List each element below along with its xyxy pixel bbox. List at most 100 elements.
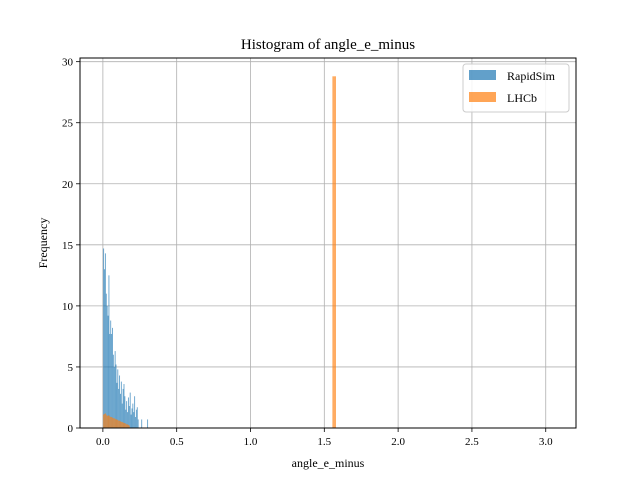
bar-rapidsim	[115, 364, 117, 428]
bar-lhcb	[334, 76, 336, 428]
bar-lhcb	[116, 419, 118, 428]
bar-lhcb	[106, 415, 108, 428]
legend-swatch-rapidsim	[469, 70, 496, 80]
x-tick-label: 2.0	[391, 436, 405, 448]
bar-rapidsim	[132, 403, 134, 428]
axis-ticks: 0.0 0.5 1.0 1.5 2.0 2.5 3.0 0 5 10 15 20 25 30	[62, 57, 553, 448]
bar-lhcb	[113, 418, 115, 428]
bar-rapidsim	[105, 293, 107, 428]
bar-lhcb	[110, 417, 112, 428]
bar-lhcb	[122, 422, 124, 428]
y-tick-label: 10	[62, 301, 74, 313]
x-tick-label: 1.5	[317, 436, 331, 448]
bar-rapidsim	[134, 396, 136, 428]
bar-rapidsim	[108, 275, 110, 428]
bar-lhcb	[112, 417, 113, 428]
bar-rapidsim	[104, 269, 105, 428]
bar-lhcb	[108, 415, 110, 428]
bar-lhcb	[119, 420, 121, 428]
bar-rapidsim	[120, 381, 122, 428]
axes-frame	[79, 57, 577, 429]
bar-rapidsim	[135, 417, 136, 428]
bar-rapidsim	[135, 409, 137, 428]
legend-label-rapidsim: RapidSim	[507, 69, 556, 83]
bar-rapidsim	[117, 369, 119, 428]
bar-rapidsim	[103, 248, 105, 428]
y-tick-label: 5	[68, 362, 74, 374]
bar-rapidsim	[129, 392, 131, 428]
y-tick-label: 15	[62, 240, 74, 252]
y-tick-label: 30	[62, 57, 74, 69]
bar-lhcb	[112, 418, 114, 428]
bar-rapidsim	[114, 351, 116, 428]
bar-rapidsim	[124, 396, 126, 428]
legend-swatch-lhcb	[469, 92, 496, 102]
bar-rapidsim	[128, 406, 130, 428]
bar-rapidsim	[118, 388, 120, 428]
bar-lhcb	[103, 414, 105, 428]
bar-rapidsim	[107, 315, 109, 428]
bar-lhcb	[333, 76, 335, 428]
bar-lhcb	[115, 419, 117, 428]
bar-rapidsim	[126, 401, 128, 428]
bar-rapidsim	[125, 409, 127, 428]
bar-rapidsim	[147, 419, 149, 428]
bar-rapidsim	[106, 305, 108, 428]
x-tick-label: 1.0	[244, 436, 258, 448]
bar-rapidsim	[131, 408, 133, 428]
bar-rapidsim	[104, 253, 106, 428]
legend: RapidSim LHCb	[462, 63, 570, 113]
bar-rapidsim	[120, 393, 121, 428]
y-tick-label: 0	[68, 423, 74, 435]
bar-rapidsim	[113, 366, 115, 428]
bar-lhcb	[128, 425, 130, 428]
bar-lhcb	[104, 413, 105, 428]
bar-lhcb	[109, 416, 111, 428]
chart-title: Histogram of angle_e_minus	[241, 37, 415, 53]
bar-lhcb	[127, 424, 129, 428]
bar-rapidsim	[112, 327, 113, 428]
histogram-bars	[103, 76, 336, 428]
bar-rapidsim	[127, 412, 128, 428]
bar-lhcb	[107, 415, 109, 428]
bar-rapidsim	[123, 384, 125, 428]
bar-lhcb	[104, 413, 106, 428]
bar-rapidsim	[109, 333, 111, 428]
bar-lhcb	[118, 420, 120, 428]
bar-rapidsim	[122, 388, 124, 428]
y-axis-label: Frequency	[36, 218, 50, 269]
bar-lhcb	[121, 421, 123, 428]
bar-lhcb	[120, 421, 121, 428]
bar-rapidsim	[110, 320, 112, 428]
x-tick-label: 3.0	[539, 436, 553, 448]
bar-lhcb	[117, 420, 119, 428]
bar-rapidsim	[141, 419, 143, 428]
bar-lhcb	[123, 423, 125, 428]
bar-lhcb	[105, 414, 107, 428]
bar-rapidsim	[112, 354, 114, 428]
bar-lhcb	[120, 421, 122, 428]
legend-label-lhcb: LHCb	[507, 91, 537, 105]
bar-lhcb	[126, 424, 128, 428]
bar-rapidsim	[121, 403, 123, 428]
bar-rapidsim	[119, 375, 121, 428]
x-tick-label: 2.5	[465, 436, 479, 448]
bar-lhcb	[125, 423, 127, 428]
y-tick-label: 25	[62, 118, 74, 130]
bar-lhcb	[335, 76, 336, 428]
bar-lhcb	[114, 418, 116, 428]
y-tick-label: 20	[62, 179, 74, 191]
x-tick-label: 0.5	[170, 436, 184, 448]
x-tick-label: 0.0	[96, 436, 110, 448]
bar-rapidsim	[116, 382, 118, 428]
x-axis-label: angle_e_minus	[292, 456, 365, 470]
bar-lhcb	[332, 76, 334, 428]
bar-lhcb	[111, 417, 113, 428]
bar-rapidsim	[133, 412, 135, 428]
bar-rapidsim	[136, 407, 138, 428]
bar-rapidsim	[137, 419, 139, 428]
bar-rapidsim	[111, 333, 113, 428]
bar-rapidsim	[130, 414, 132, 428]
